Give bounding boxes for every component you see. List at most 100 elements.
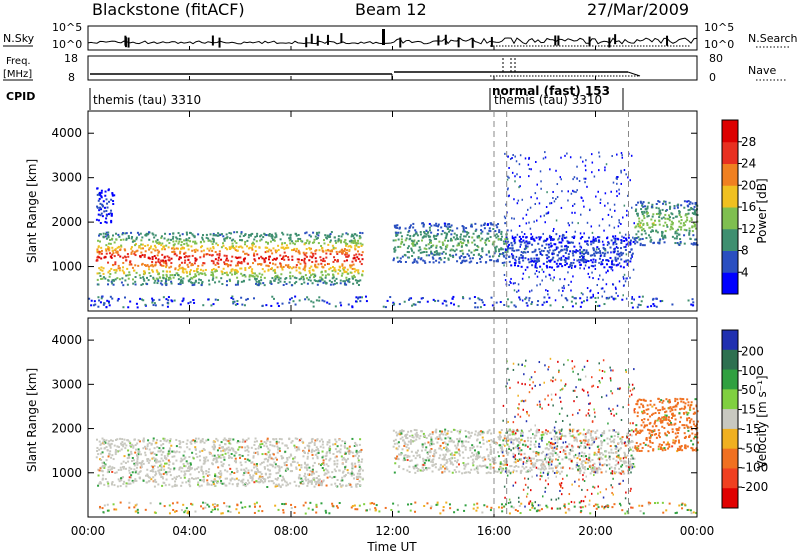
velocity-echo-cell [319,464,322,467]
velocity-echo-cell [165,473,168,476]
velocity-echo-cell [402,429,405,432]
power-echo-cell [598,169,600,172]
power-echo-cell [119,238,122,241]
velocity-echo-cell [134,444,137,447]
power-echo-cell [641,213,644,216]
velocity-echo-cell [263,466,266,469]
velocity-echo-cell [283,461,286,464]
power-echo-cell [459,240,462,243]
power-echo-cell [614,256,617,259]
power-echo-cell [534,202,537,205]
power-echo-cell [601,251,604,254]
velocity-echo-cell [535,451,538,454]
velocity-echo-cell [189,473,192,476]
velocity-echo-cell [502,467,505,470]
power-echo-cell [420,257,423,260]
power-echo-cell [438,252,441,255]
velocity-echo-cell [554,465,557,468]
velocity-echo-cell [603,430,606,433]
power-echo-cell [345,283,348,286]
velocity-echo-cell [152,451,155,454]
power-echo-cell [578,261,581,264]
power-echo-cell [534,272,536,275]
power-echo-cell [597,190,599,193]
power-echo-cell [253,297,256,300]
power-echo-cell [178,240,181,243]
power-echo-cell [455,234,458,237]
power-echo-cell [552,256,555,259]
power-echo-cell [320,262,323,265]
power-echo-cell [670,223,673,226]
power-echo-cell [573,176,576,179]
power-echo-cell [445,246,448,249]
power-echo-cell [615,292,617,295]
velocity-echo-cell [130,474,133,477]
power-echo-cell [148,248,151,251]
power-echo-cell [462,256,465,259]
power-echo-cell [506,250,509,253]
power-echo-cell [624,280,627,283]
power-echo-cell [233,246,236,249]
velocity-echo-cell [356,477,359,480]
power-echo-cell [408,229,411,232]
power-echo-cell [101,277,104,280]
power-echo-cell [160,264,163,267]
velocity-echo-cell [311,453,314,456]
velocity-echo-cell [571,449,574,452]
power-echo-cell [189,240,192,243]
velocity-echo-cell [444,467,447,470]
power-echo-cell [104,220,107,223]
power-echo-cell [303,266,306,269]
power-echo-cell [545,289,547,292]
power-echo-cell [200,284,203,287]
velocity-echo-cell [168,470,171,473]
power-echo-cell [619,231,621,234]
power-echo-cell [590,153,593,156]
freq-tick-top: 18 [64,52,78,65]
power-echo-cell [441,230,444,233]
power-echo-cell [467,241,470,244]
power-echo-cell [564,251,567,254]
power-echo-cell [135,243,138,246]
velocity-echo-cell [228,442,231,445]
power-echo-cell [423,230,426,233]
velocity-echo-cell [244,446,247,449]
power-echo-cell [297,233,300,236]
velocity-echo-cell [220,461,223,464]
power-echo-cell [579,232,582,235]
velocity-echo-cell [247,454,250,457]
power-echo-cell [148,268,151,271]
power-echo-cell [209,247,212,250]
velocity-echo-cell [254,470,257,473]
velocity-echo-cell [113,466,116,469]
power-echo-cell [194,273,197,276]
velocity-echo-cell [100,447,103,450]
velocity-echo-cell [266,464,269,467]
power-echo-cell [323,300,326,303]
velocity-echo-cell [355,450,358,453]
power-echo-cell [428,238,431,241]
velocity-echo-cell [141,460,144,463]
velocity-echo-cell [210,483,213,486]
power-echo-cell [267,250,270,253]
power-echo-cell [678,214,681,217]
power-echo-cell [462,297,465,300]
velocity-echo-cell [289,453,292,456]
velocity-echo-cell [213,440,216,443]
velocity-echo-cell [206,474,209,477]
velocity-echo-cell [280,438,283,441]
power-echo-cell [659,300,662,303]
power-echo-cell [341,263,344,266]
velocity-echo-cell [160,457,163,460]
power-echo-cell [437,225,440,228]
power-echo-cell [153,255,156,258]
power-echo-cell [503,255,506,258]
power-echo-cell [526,266,529,269]
velocity-echo-cell [175,459,178,462]
power-echo-cell [178,256,181,259]
velocity-echo-cell [236,485,239,488]
power-echo-cell [212,267,215,270]
power-echo-cell [132,239,135,242]
power-echo-cell [650,305,653,308]
velocity-echo-cell [244,471,247,474]
